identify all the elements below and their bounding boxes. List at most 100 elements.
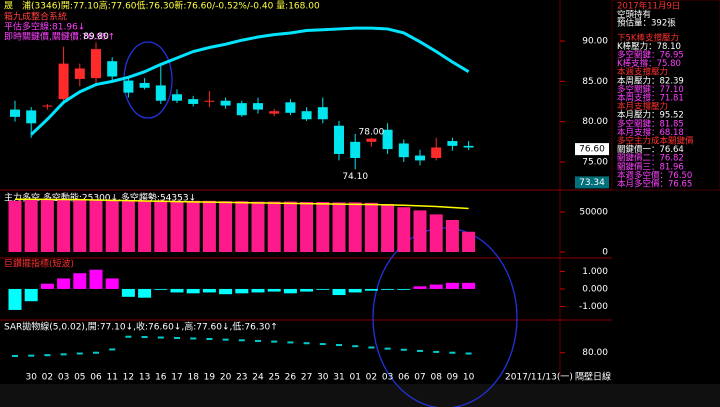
candle-body [10,109,20,117]
bar [138,288,152,298]
sidebar-text: 空頭持有 [617,9,651,20]
candle-body [139,82,150,88]
bar [429,214,443,252]
x-tick-label: 26 [285,373,297,383]
y-tick-label: 80.00 [582,348,608,358]
candle-body [107,61,118,77]
sidebar-text: 本周支撐：71.81 [617,93,684,104]
x-tick-label: 17 [171,373,182,383]
sar-dot [125,335,132,338]
sidebar-text: 多空關鍵：76.95 [617,50,684,61]
sidebar-text: 本月支撐壓力 [617,101,668,112]
sar-dot [319,343,326,346]
bar [397,207,411,252]
sar-dot [109,348,116,351]
sidebar-text: 預估量：392張 [617,18,676,29]
bar [283,201,297,252]
sar-dot [206,337,213,340]
bar [332,288,346,296]
bar [267,288,281,292]
bar [105,278,119,289]
hand-circle [372,227,518,407]
bar [154,200,168,252]
sidebar-text: 下5K棒支撐壓力 [617,32,679,43]
bar [413,210,427,252]
bar [348,288,362,293]
candle-body [431,147,442,158]
candle-body [366,138,377,142]
sar-dot [449,351,456,354]
candle-body [42,105,53,107]
candle-body [74,68,85,79]
annotation: 74.10 [342,172,368,182]
bar [170,200,184,252]
candle-body [123,80,134,93]
price-label: 76.60 [579,145,605,155]
bar [73,273,87,289]
candle-body [334,125,344,154]
annotation: 89.80 [83,32,109,42]
sidebar-text: 關鍵價一：76.64 [617,144,684,155]
annotation: 78.00 [359,127,385,137]
bar [462,231,476,252]
bar [40,283,54,289]
bar [219,201,233,252]
sar-dot [417,349,423,352]
bar [40,199,54,252]
sidebar-text: 多空主力成本關鍵價 [617,136,694,147]
bar [316,202,330,252]
sar-dot [400,348,407,351]
sidebar-text: 2017年11月9日 [617,1,680,12]
sidebar-text: 關鍵價二：76.82 [617,153,684,164]
y-tick-label: 0 [602,248,608,258]
x-tick-label: 06 [398,373,410,383]
ylim-label: 73.34 [579,178,605,188]
sidebar-text: 多空關鍵：81.85 [617,118,684,129]
legend-text: 箱九成整合系統 [4,11,67,23]
sar-dot [76,352,83,355]
x-tick-label: 30 [25,373,37,383]
x-tick-label: 19 [204,373,216,383]
bar [283,288,297,294]
sidebar-text: 本月支撐：68.18 [617,127,684,138]
bar [413,286,427,289]
footer-period: 隔壁日線 [575,371,611,383]
bar [332,202,346,252]
footer-date: 2017/11/13(一) [505,373,573,383]
x-tick-label: 07 [414,373,425,383]
x-tick-label: 13 [139,373,150,383]
sar-dot [28,354,35,357]
sar-dot [271,340,278,343]
panel-title: 巨鑽擺指標(短波) [4,258,74,270]
sar-dot [465,352,472,355]
x-tick-label: 20 [220,373,232,383]
bar [445,282,459,289]
sidebar-text: 關鍵價三：81.96 [617,161,684,172]
sar-dot [93,351,99,354]
bar [89,199,103,252]
bar [57,199,71,252]
candle-body [269,111,280,114]
candle-body [172,94,182,101]
x-tick-label: 27 [301,373,312,383]
bar [316,288,330,290]
sidebar-text: 本週支撐壓力 [617,67,668,78]
y-tick-label: 0.000 [582,284,608,294]
sar-dot [60,353,67,356]
x-tick-label: 30 [317,373,329,383]
sar-dot [303,342,310,345]
y-tick-label: 85.00 [582,77,608,87]
ylim-box [575,176,609,189]
y-tick-label: 75.00 [582,158,608,168]
bar [445,220,459,252]
candle-body [382,129,393,150]
bar [381,288,395,290]
bar [397,288,411,290]
x-tick-label: 08 [430,373,442,383]
x-tick-label: 06 [90,373,102,383]
x-tick-label: 02 [366,373,377,383]
bar [170,288,184,293]
bar [24,200,38,252]
sar-dot [190,337,197,340]
x-tick-label: 16 [155,373,167,383]
